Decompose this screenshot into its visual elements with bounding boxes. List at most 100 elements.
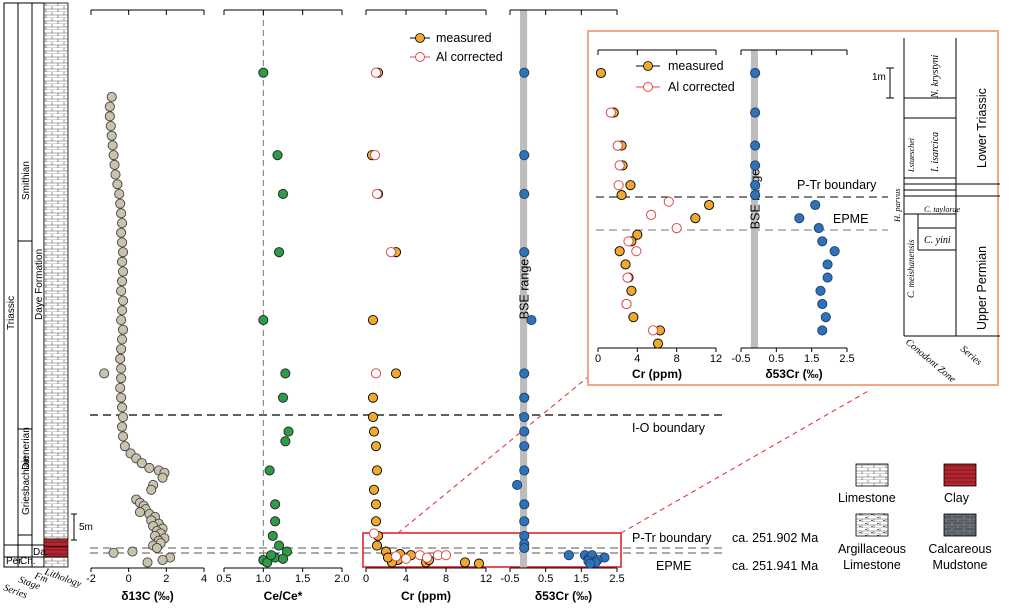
io-boundary-label: I-O boundary bbox=[632, 421, 706, 435]
inset-chart-5-point bbox=[817, 325, 828, 336]
main-chart-1-xlabel: Ce/Ce* bbox=[264, 589, 303, 603]
main-chart-0-point bbox=[119, 441, 130, 452]
main-chart-0-point bbox=[117, 431, 129, 442]
main-chart-2-corrected-point bbox=[385, 247, 397, 258]
main-chart-1-point bbox=[272, 150, 283, 161]
stage-ch: Ch. bbox=[20, 556, 36, 567]
main-chart-3-tick-label: 2.5 bbox=[609, 573, 624, 585]
inset-chart-5-xlabel: δ53Cr (‰) bbox=[765, 367, 822, 381]
main-chart-3-point bbox=[585, 558, 596, 569]
series-triassic: Triassic bbox=[6, 296, 17, 330]
epme-label: EPME bbox=[656, 559, 691, 573]
main-chart-3-panel: BSE range -0.5 0.5 1.5 2.5 δ53Cr (‰) bbox=[501, 9, 625, 603]
main-chart-0-point bbox=[116, 227, 127, 238]
main-chart-2-tick-label: 0 bbox=[363, 573, 369, 585]
inset-chart-5-point bbox=[810, 199, 821, 211]
inset-chart-4-point bbox=[614, 246, 625, 257]
main-chart-0-point bbox=[157, 472, 168, 483]
main-chart-0-point bbox=[117, 334, 128, 345]
main-chart-1-point bbox=[283, 426, 294, 437]
main-chart-0-point bbox=[109, 159, 120, 170]
zone-h-parvus: H. parvus bbox=[892, 188, 902, 223]
inset-scale-1m: 1m bbox=[872, 72, 886, 83]
main-chart-3-point bbox=[519, 499, 530, 510]
inset-chart-4-corrected-point bbox=[605, 107, 616, 118]
main-chart-0-point bbox=[99, 368, 110, 379]
main-chart-3-xlabel: δ53Cr (‰) bbox=[535, 589, 592, 603]
main-chart-0-tick-label: 4 bbox=[201, 573, 207, 585]
main-chart-1-tick-label: 2.0 bbox=[334, 573, 349, 585]
legend-clay: Clay bbox=[944, 491, 970, 505]
main-chart-0-point bbox=[106, 91, 117, 102]
legend-calcareous: Calcareous bbox=[928, 542, 991, 556]
main-chart-3-point bbox=[519, 150, 530, 161]
main-chart-2-corrected-point bbox=[371, 188, 383, 200]
main-chart-0-point bbox=[136, 458, 147, 469]
main-chart-3-tick-label: -0.5 bbox=[501, 573, 520, 585]
main-chart-2-point bbox=[368, 484, 380, 495]
main-chart-2-point bbox=[371, 540, 383, 551]
main-chart-0-point bbox=[134, 507, 146, 518]
main-chart-2-point bbox=[367, 392, 379, 403]
inset-chart-4-corrected-point bbox=[614, 160, 625, 171]
inset-upper-permian: Upper Permian bbox=[975, 246, 989, 330]
inset-chart-4-xlabel: Cr (ppm) bbox=[632, 367, 682, 381]
main-chart-0-point bbox=[115, 382, 126, 394]
inset-chart-5-point bbox=[750, 67, 761, 79]
main-chart-2-point bbox=[370, 441, 382, 452]
main-chart-3-point bbox=[519, 188, 530, 199]
zone-c-yini: C. yini bbox=[924, 235, 951, 246]
legend-argillaceous: Argillaceous bbox=[838, 542, 906, 556]
main-chart-2-corrected-point bbox=[369, 150, 381, 161]
main-chart-3-point bbox=[519, 516, 530, 527]
main-chart-2-point bbox=[459, 557, 471, 568]
main-chart-0-point bbox=[117, 305, 128, 316]
legend-limestone: Limestone bbox=[838, 491, 896, 505]
main-chart-3-point bbox=[519, 465, 530, 476]
main-chart-2-corrected-point bbox=[370, 368, 382, 379]
inset-chart-4-point bbox=[704, 199, 715, 211]
main-chart-2-tick-label: 12 bbox=[480, 573, 492, 585]
inset-epme-label: EPME bbox=[833, 212, 868, 226]
main-chart-1-point bbox=[280, 436, 291, 447]
main-chart-2-panel: 0 4 8 12 Cr (ppm) bbox=[363, 9, 492, 603]
main-chart-0-tick-label: 0 bbox=[126, 573, 132, 585]
main-chart-0-point bbox=[144, 462, 155, 474]
colhead-fm: Fm bbox=[32, 570, 49, 585]
inset-chart-4-point bbox=[632, 229, 643, 240]
main-chart-2-point bbox=[371, 465, 383, 476]
inset-chart-5-point bbox=[750, 180, 761, 191]
main-chart-0-point bbox=[151, 542, 162, 554]
inset-chart-4-point bbox=[616, 190, 627, 201]
main-chart-1-tick-label: 1.0 bbox=[256, 573, 271, 585]
main-chart-2-point bbox=[473, 558, 485, 569]
main-chart-0-point bbox=[117, 256, 128, 267]
main-chart-0-point bbox=[107, 140, 118, 151]
main-chart-2-corrected-point bbox=[390, 551, 402, 562]
main-chart-2-point bbox=[367, 314, 379, 326]
zone-i-isarcica: I. isarcica bbox=[930, 132, 941, 173]
main-chart-0-point bbox=[116, 314, 127, 326]
inset-chart-4-corrected-point bbox=[612, 140, 623, 151]
main-chart-2-point bbox=[368, 426, 380, 437]
main-chart-0-point bbox=[110, 169, 121, 180]
main-chart-0-point bbox=[117, 217, 128, 229]
main-chart-2-tick-label: 4 bbox=[403, 573, 409, 585]
main-chart-0-point bbox=[117, 237, 128, 248]
main-legend-corrected: Al corrected bbox=[436, 50, 503, 64]
main-chart-1-point bbox=[274, 540, 285, 551]
inset-chart-4-tick-label: 12 bbox=[710, 353, 722, 365]
main-chart-3-tick-label: 0.5 bbox=[538, 573, 553, 585]
main-chart-2-point bbox=[370, 516, 382, 527]
main-chart-0-tick-label: -2 bbox=[86, 573, 96, 585]
ptr-boundary-label: P-Tr boundary bbox=[632, 531, 712, 545]
zone-i-staeschei: I.staeschei bbox=[907, 138, 916, 173]
main-chart-0-point bbox=[108, 547, 119, 558]
main-chart-0-point bbox=[104, 101, 115, 112]
main-chart-1-point bbox=[270, 499, 281, 510]
main-chart-1-panel: 0.5 1.0 1.5 2.0 Ce/Ce* bbox=[216, 9, 350, 603]
main-chart-2-corrected-point bbox=[370, 67, 382, 78]
main-chart-0-point bbox=[117, 324, 129, 335]
